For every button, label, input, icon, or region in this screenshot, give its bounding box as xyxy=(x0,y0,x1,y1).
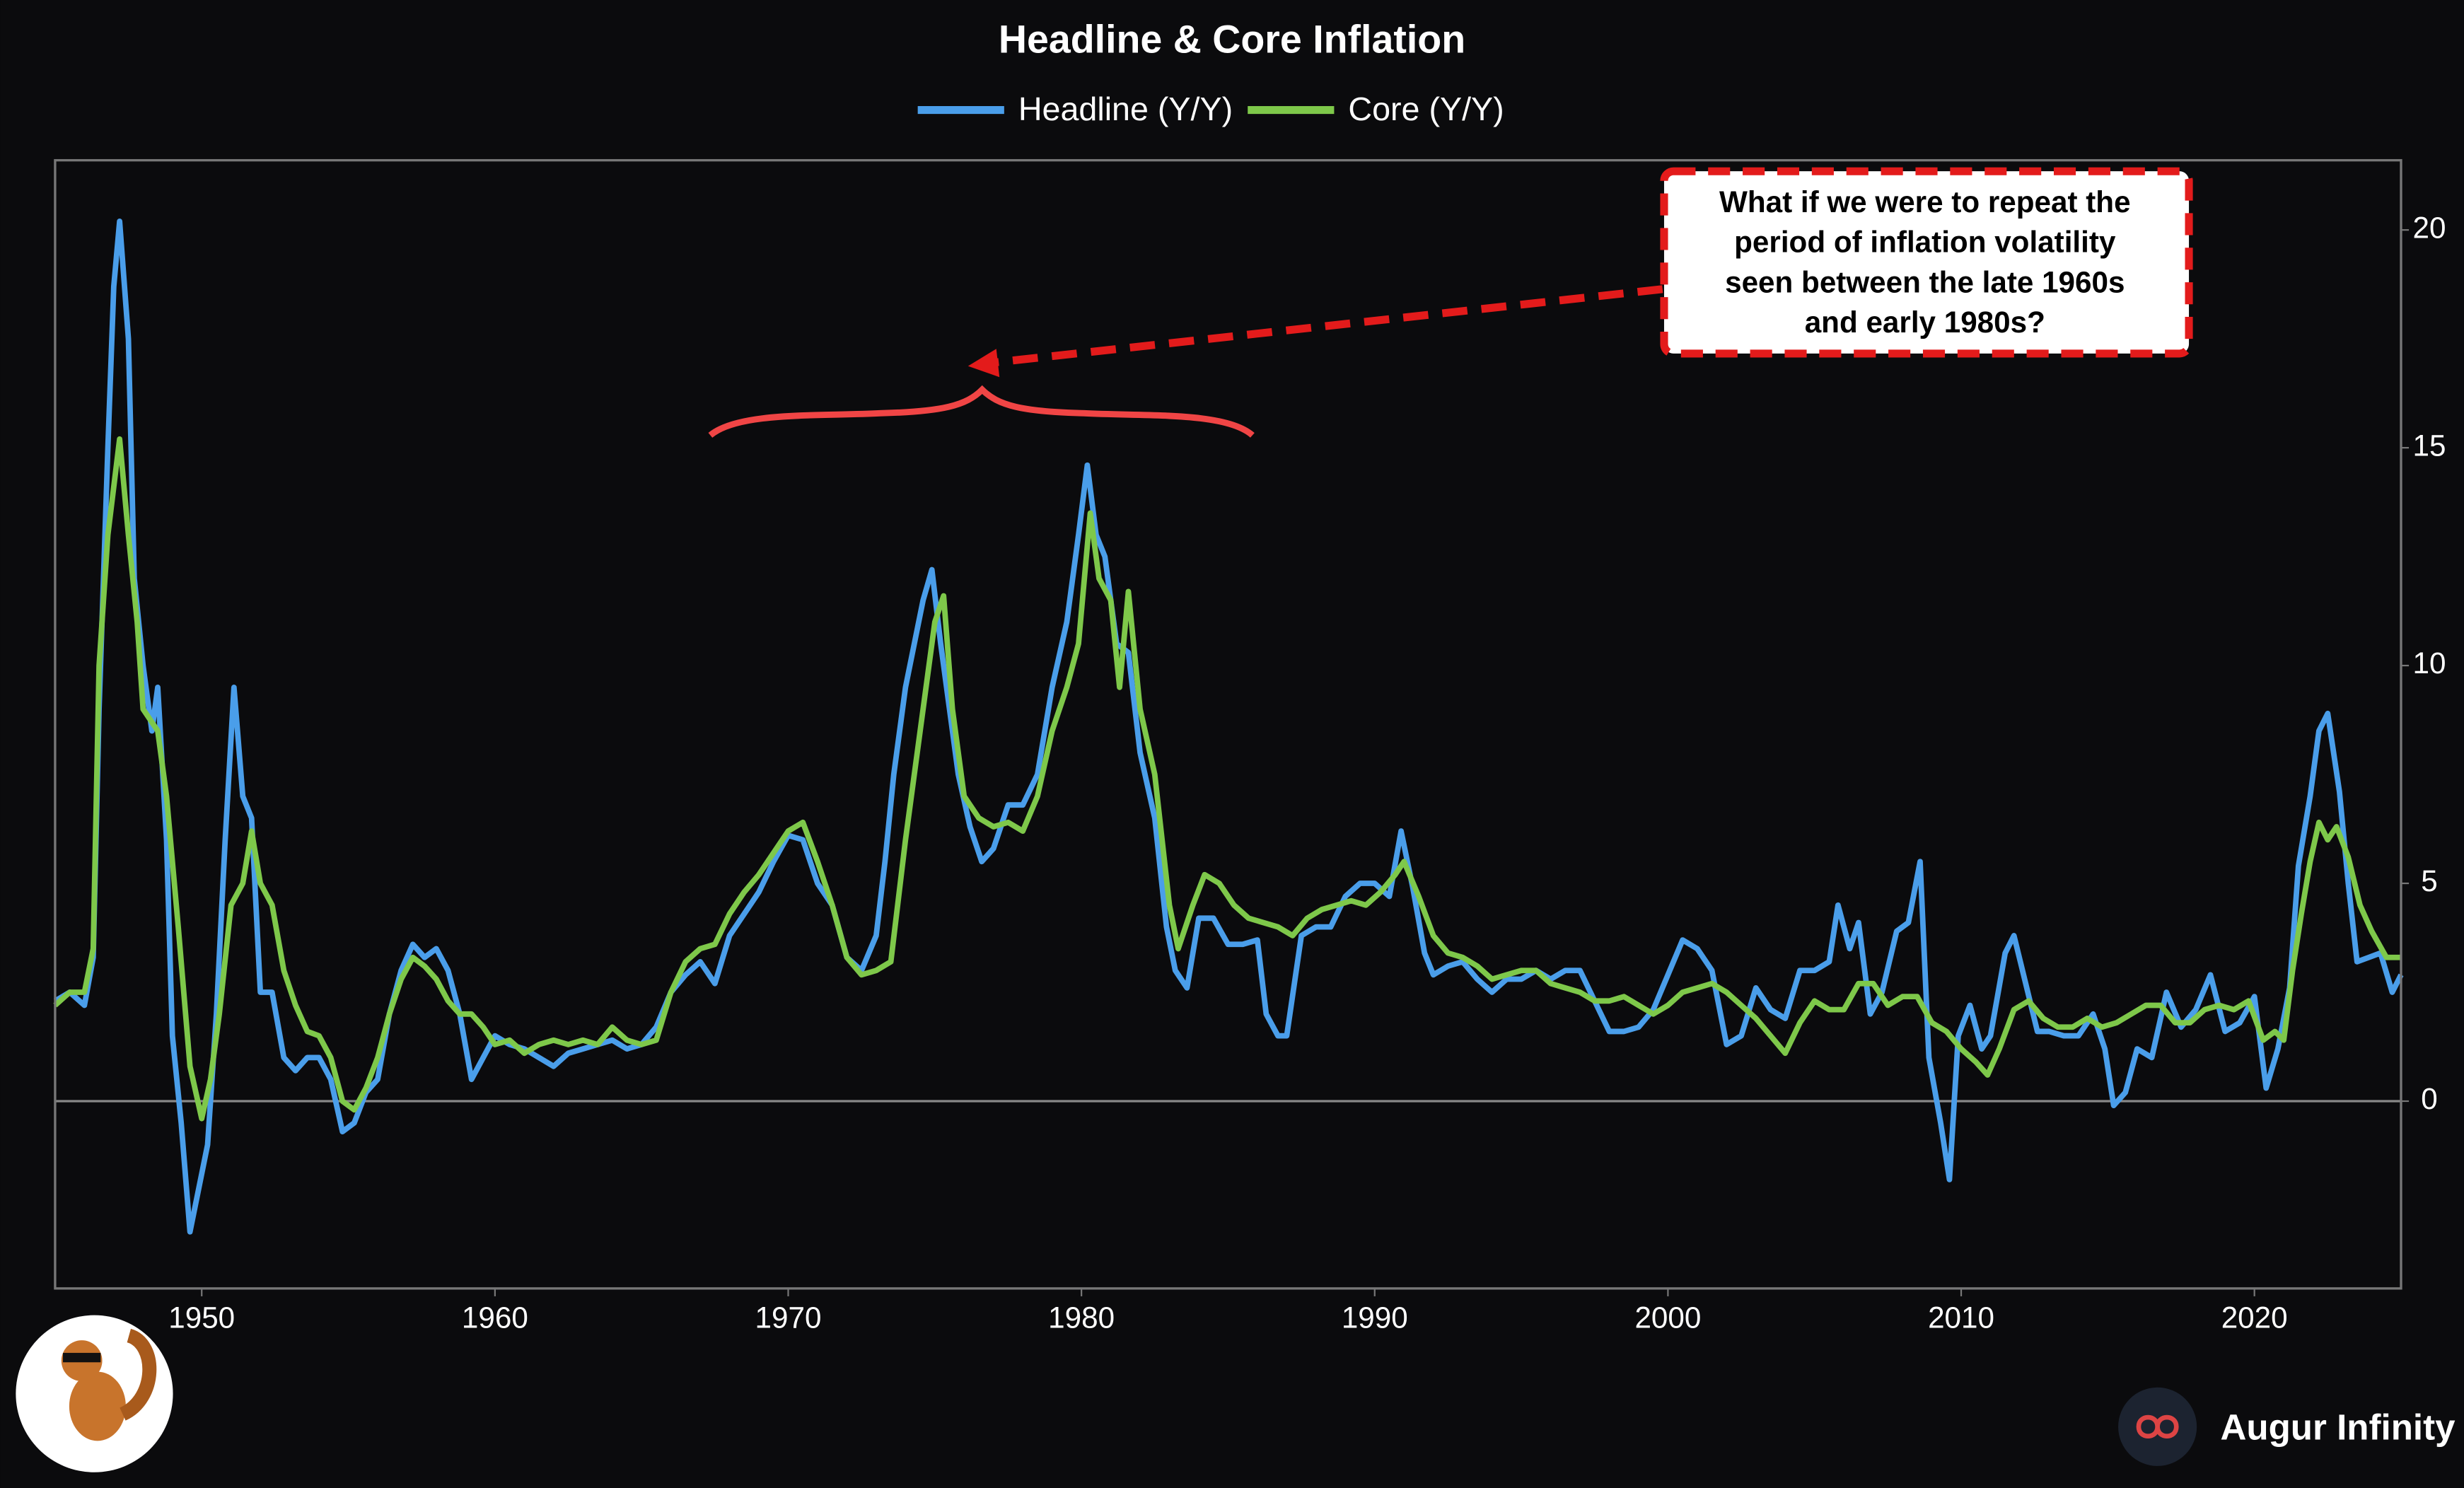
chart-title: Headline & Core Inflation xyxy=(999,18,1465,62)
arrow-head xyxy=(967,349,1000,378)
plot-area xyxy=(53,218,2410,1296)
annotation: What if we were to repeat the period of i… xyxy=(1719,185,2131,339)
brand-name: Augur Infinity xyxy=(2220,1407,2456,1447)
annotation-line: What if we were to repeat the xyxy=(1719,185,2131,219)
annotation-line: period of inflation volatility xyxy=(1734,226,2116,259)
brace xyxy=(708,385,1255,438)
y-tick-label: 5 xyxy=(2421,864,2437,897)
annotation-line: and early 1980s? xyxy=(1805,306,2045,339)
annotation-box xyxy=(1660,167,2193,358)
x-tick-label: 1960 xyxy=(462,1301,528,1334)
legend-label: Core (Y/Y) xyxy=(1348,91,1504,127)
series-line xyxy=(53,436,2401,1122)
x-tick-label: 1970 xyxy=(755,1301,822,1334)
plot-frame xyxy=(54,158,2402,1290)
legend-label: Headline (Y/Y) xyxy=(1018,91,1233,127)
x-tick-label: 1950 xyxy=(168,1301,235,1334)
arrow-line xyxy=(989,285,1663,367)
x-tick-label: 2010 xyxy=(1928,1301,1994,1334)
y-tick-label: 20 xyxy=(2412,211,2446,244)
squirrel-tail xyxy=(119,1328,157,1421)
squirrel-body xyxy=(69,1371,126,1441)
x-tick-label: 1990 xyxy=(1342,1301,1408,1334)
y-tick-label: 0 xyxy=(2421,1082,2437,1115)
annotation-line: seen between the late 1960s xyxy=(1725,265,2125,298)
y-tick-label: 15 xyxy=(2412,429,2446,462)
x-tick-label: 2020 xyxy=(2221,1301,2288,1334)
y-tick-label: 10 xyxy=(2412,646,2446,680)
x-tick-label: 2000 xyxy=(1634,1301,1701,1334)
x-tick-label: 1980 xyxy=(1048,1301,1115,1334)
series-line xyxy=(53,218,2404,1235)
brand-logo-mark xyxy=(2136,1414,2179,1438)
squirrel-glasses xyxy=(63,1352,101,1363)
